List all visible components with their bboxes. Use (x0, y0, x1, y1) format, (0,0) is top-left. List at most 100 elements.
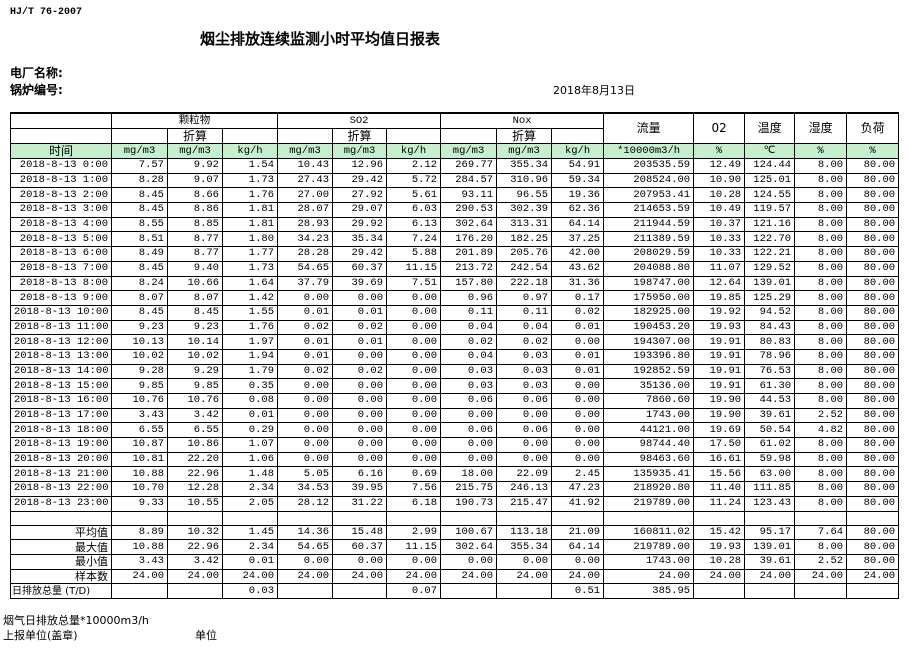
value-cell: 5.72 (386, 172, 442, 189)
value-cell: 0.00 (277, 378, 334, 394)
summary-value: 219789.00 (603, 539, 695, 555)
temperature-header: 温度 (744, 112, 796, 144)
table-row: 2018-8-13 6:00 8.49 8.77 1.77 28.28 29.42 5.88… (10, 246, 900, 262)
value-cell: 6.16 (332, 466, 388, 483)
value-cell: 1.77 (221, 246, 279, 262)
value-cell: 8.45 (167, 304, 223, 321)
value-cell: 8.00 (794, 246, 848, 262)
value-cell: 1.94 (221, 348, 279, 365)
value-cell: 9.85 (111, 378, 168, 394)
summary-value: 7.64 (794, 524, 848, 541)
value-cell: 1.64 (221, 275, 279, 292)
value-cell: 111.85 (744, 481, 796, 497)
particulate-header: 颗粒物 (110, 112, 279, 129)
value-cell: 84.43 (744, 319, 796, 336)
time-cell: 2018-8-13 18:00 (10, 422, 112, 439)
table-row: 2018-8-13 20:00 10.81 22.20 1.06 0.00 0.00 0.0… (10, 451, 900, 468)
blank-row (10, 510, 900, 526)
unit-header: kg/h (386, 143, 442, 159)
value-cell: 8.00 (794, 393, 848, 409)
summary-value: 160811.02 (603, 524, 695, 541)
summary-value: 10.88 (111, 539, 168, 555)
value-cell: 0.00 (386, 422, 442, 439)
blank-cell (440, 128, 498, 144)
table-row: 2018-8-13 21:00 10.88 22.96 1.48 5.05 6.16 0.6… (10, 466, 900, 483)
value-cell: 124.44 (744, 158, 796, 174)
summary-value: 24.00 (332, 568, 388, 585)
summary-value: 1743.00 (603, 553, 695, 570)
value-cell: 1743.00 (603, 407, 695, 424)
humidity-header: 湿度 (794, 112, 848, 144)
unit-header: mg/m3 (111, 143, 168, 159)
summary-label: 样本数 (10, 568, 112, 585)
value-cell: 0.00 (386, 290, 442, 306)
summary-value: 39.61 (744, 553, 796, 570)
summary-value: 1.45 (221, 524, 279, 541)
value-cell: 0.11 (440, 304, 498, 321)
summary-value: 0.00 (551, 553, 605, 570)
value-cell: 8.00 (794, 202, 848, 218)
value-cell: 9.23 (167, 319, 223, 336)
value-cell: 0.01 (551, 348, 605, 365)
value-cell: 34.23 (277, 231, 334, 248)
summary-label: 最大值 (10, 539, 112, 555)
value-cell: 78.96 (744, 348, 796, 365)
value-cell: 0.02 (440, 334, 498, 350)
value-cell: 10.66 (167, 275, 223, 292)
summary-value: 24.00 (221, 568, 279, 585)
value-cell: 35136.00 (603, 378, 695, 394)
summary-value: 21.09 (551, 524, 605, 541)
summary-value: 54.65 (277, 539, 334, 555)
converted-header: 折算 (496, 128, 553, 144)
summary-value: 60.37 (332, 539, 388, 555)
value-cell: 10.02 (167, 348, 223, 365)
value-cell: 19.90 (693, 407, 746, 424)
summary-value: 0.00 (332, 553, 388, 570)
table-row: 2018-8-13 19:00 10.87 10.86 1.07 0.00 0.00 0.0… (10, 437, 900, 453)
value-cell: 1.81 (221, 216, 279, 233)
value-cell: 80.00 (846, 495, 900, 512)
value-cell: 302.39 (496, 202, 553, 218)
value-cell: 54.65 (277, 260, 334, 277)
flue-gas-total-label: 烟气日排放总量*10000m3/h (3, 614, 149, 627)
value-cell: 8.00 (794, 437, 848, 453)
time-cell: 2018-8-13 13:00 (10, 348, 112, 365)
unit-header: *10000m3/h (603, 143, 695, 159)
table-row: 2018-8-13 5:00 8.51 8.77 1.80 34.23 35.34 7.24… (10, 231, 900, 248)
value-cell: 10.86 (167, 437, 223, 453)
value-cell: 59.34 (551, 172, 605, 189)
value-cell: 10.88 (111, 466, 168, 483)
reporter-label: 上报单位(盖章) (3, 629, 78, 642)
summary-row: 样本数 24.00 24.00 24.00 24.00 24.00 24.00 24.00 24… (10, 568, 900, 585)
value-cell: 6.55 (111, 422, 168, 439)
value-cell: 8.86 (167, 202, 223, 218)
value-cell: 8.07 (167, 290, 223, 306)
summary-value: 24.00 (440, 568, 498, 585)
value-cell: 313.31 (496, 216, 553, 233)
value-cell: 129.52 (744, 260, 796, 277)
value-cell: 80.00 (846, 437, 900, 453)
blank-cell (744, 510, 796, 526)
time-cell: 2018-8-13 6:00 (10, 246, 112, 262)
summary-label: 平均值 (10, 524, 112, 541)
value-cell: 80.00 (846, 319, 900, 336)
value-cell: 11.24 (693, 495, 746, 512)
time-cell: 2018-8-13 19:00 (10, 437, 112, 453)
value-cell: 0.00 (332, 407, 388, 424)
time-cell: 2018-8-13 10:00 (10, 304, 112, 321)
value-cell: 310.96 (496, 172, 553, 189)
value-cell: 11.07 (693, 260, 746, 277)
value-cell: 0.00 (386, 319, 442, 336)
summary-value: 24.00 (386, 568, 442, 585)
value-cell: 0.00 (277, 290, 334, 306)
value-cell: 12.28 (167, 481, 223, 497)
summary-value: 24.00 (496, 568, 553, 585)
summary-value: 24.00 (167, 568, 223, 585)
value-cell: 0.00 (551, 451, 605, 468)
report-table: 颗粒物 SO2 Nox 流量 02 温度 湿度 负荷 折算 折算 折算 时间 m… (10, 112, 900, 599)
value-cell: 5.88 (386, 246, 442, 262)
value-cell: 63.00 (744, 466, 796, 483)
value-cell: 125.01 (744, 172, 796, 189)
value-cell: 8.45 (111, 187, 168, 204)
unit-header: mg/m3 (277, 143, 334, 159)
